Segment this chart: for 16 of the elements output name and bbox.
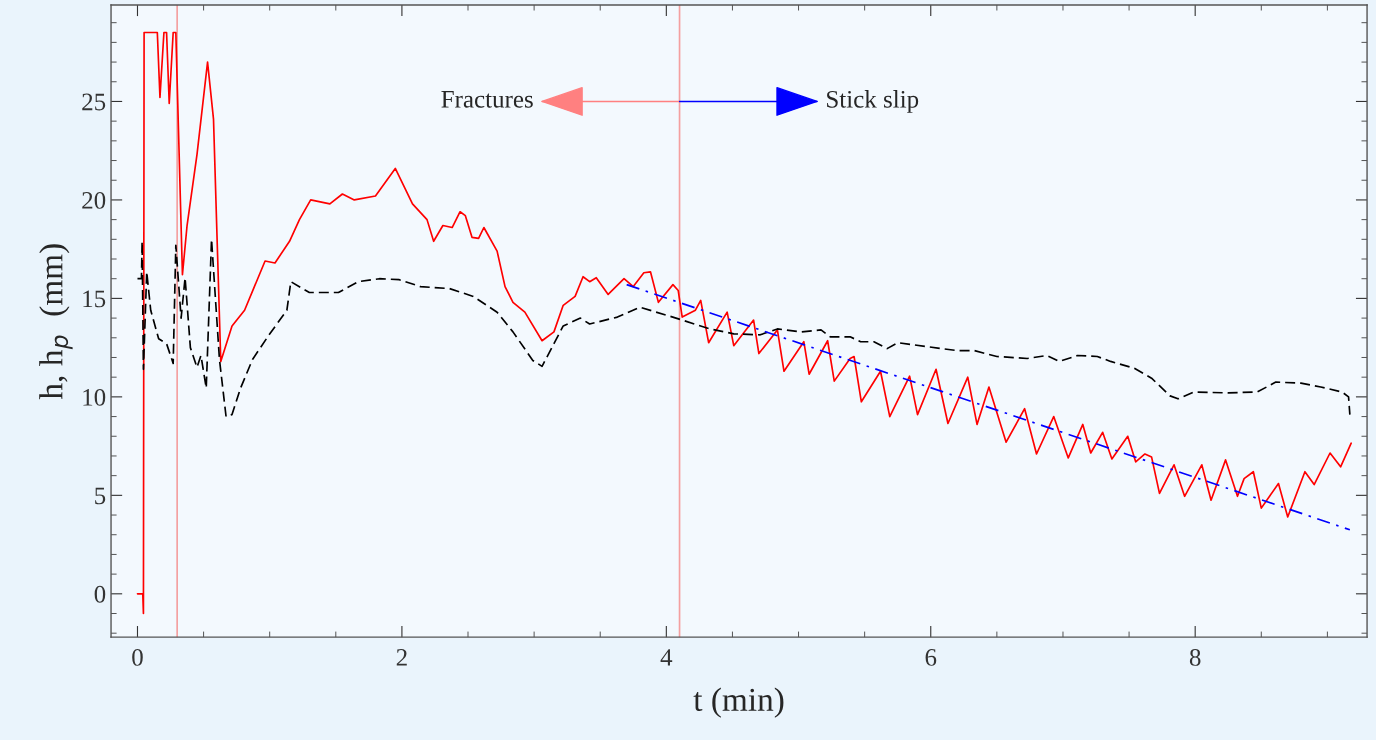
x-tick-label: 6 [925, 649, 937, 666]
annotation: Stick slip [827, 90, 919, 113]
x-tick-label: 0 [132, 648, 143, 666]
y-tick-label: 0 [94, 585, 106, 603]
annotation: Fractures [441, 91, 533, 108]
x-tick-label: 4 [660, 649, 673, 666]
y-tick-label: 20 [82, 191, 106, 209]
y-tick-label: 15 [83, 290, 106, 308]
x-axis-title: t (min) [693, 687, 784, 718]
x-tick-label: 2 [396, 649, 407, 666]
y-axis-title: h, h$_{p}$ (mm) [39, 244, 73, 400]
line-series [136, 31, 1353, 615]
x-tick-label: 8 [1189, 648, 1201, 666]
y-tick-label: 5 [95, 487, 106, 505]
y-tick-label: 10 [83, 388, 106, 406]
y-tick-label: 25 [82, 93, 106, 111]
